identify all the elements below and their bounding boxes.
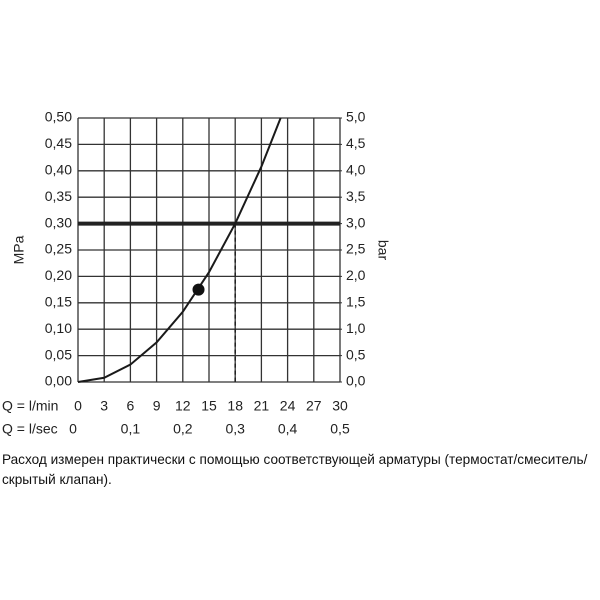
- x2-tick-label: 0: [69, 421, 77, 437]
- x-tick-label: 27: [306, 398, 322, 414]
- x-tick-label: 6: [127, 398, 135, 414]
- x-axis-label: Q = l/min: [2, 398, 58, 414]
- y-tick-label: 0,40: [45, 162, 72, 178]
- x-tick-label: 24: [280, 398, 296, 414]
- y2-tick-label: 2,5: [346, 241, 366, 257]
- y2-tick-label: 1,0: [346, 320, 366, 336]
- marker-point: [192, 283, 205, 296]
- y2-tick-label: 5,0: [346, 109, 366, 125]
- x2-tick-label: 0,3: [225, 421, 245, 437]
- chart: Q = l/min Q = l/sec MPa bar 0,000,050,10…: [2, 109, 391, 437]
- x2-tick-label: 0,2: [173, 421, 193, 437]
- x2-axis-label: Q = l/sec: [2, 421, 58, 437]
- y-tick-label: 0,05: [45, 346, 72, 362]
- y2-tick-label: 4,0: [346, 162, 366, 178]
- y-tick-label: 0,15: [45, 294, 72, 310]
- y-axis-label: MPa: [11, 235, 27, 264]
- x-tick-label: 21: [254, 398, 270, 414]
- y-tick-label: 0,35: [45, 188, 72, 204]
- y2-tick-label: 3,5: [346, 188, 366, 204]
- x2-tick-label: 0,1: [121, 421, 141, 437]
- x-tick-label: 9: [153, 398, 161, 414]
- y2-axis-label: bar: [375, 240, 391, 261]
- x-tick-label: 3: [100, 398, 108, 414]
- caption: Расход измерен практически с помощью соо…: [2, 452, 588, 487]
- x-tick-label: 12: [175, 398, 191, 414]
- y-tick-label: 0,25: [45, 241, 72, 257]
- y2-tick-label: 4,5: [346, 135, 366, 151]
- y2-tick-label: 2,0: [346, 267, 366, 283]
- y2-tick-label: 0,5: [346, 346, 366, 362]
- y2-tick-label: 3,0: [346, 214, 366, 230]
- x-tick-label: 18: [227, 398, 243, 414]
- y-tick-label: 0,30: [45, 214, 72, 230]
- x2-tick-label: 0,5: [330, 421, 350, 437]
- y2-tick-label: 0,0: [346, 373, 366, 389]
- x-tick-label: 0: [74, 398, 82, 414]
- y-tick-label: 0,50: [45, 109, 72, 125]
- curve: [77, 117, 282, 383]
- x-tick-label: 15: [201, 398, 217, 414]
- y-tick-label: 0,45: [45, 135, 72, 151]
- y-tick-label: 0,10: [45, 320, 72, 336]
- y2-tick-label: 1,5: [346, 294, 366, 310]
- x-tick-label: 30: [332, 398, 348, 414]
- y-tick-label: 0,00: [45, 373, 72, 389]
- y-tick-label: 0,20: [45, 267, 72, 283]
- x2-tick-label: 0,4: [278, 421, 298, 437]
